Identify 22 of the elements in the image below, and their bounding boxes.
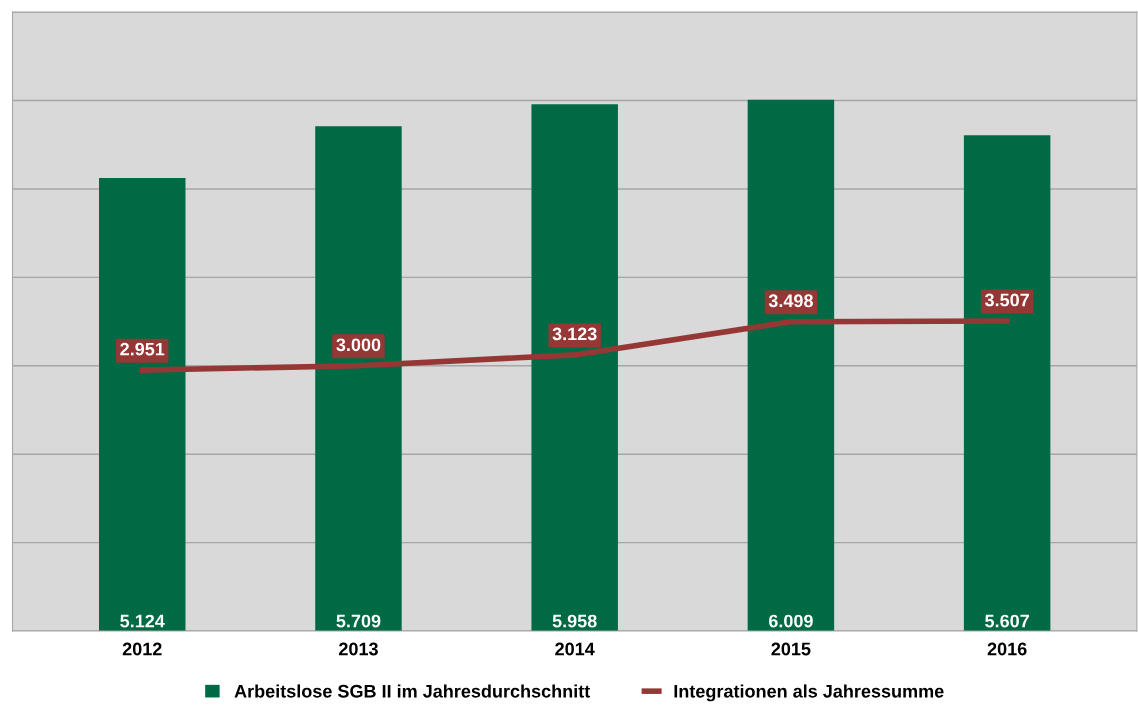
legend-label: Arbeitslose SGB II im Jahresdurchschnitt <box>234 684 591 698</box>
data-label: 3.123 <box>552 327 597 341</box>
legend-label: Integrationen als Jahressumme <box>674 684 944 702</box>
data-label: 3.000 <box>336 338 381 352</box>
bar <box>315 126 402 631</box>
bar <box>531 104 618 631</box>
x-tick-label: 2013 <box>339 642 378 656</box>
bar <box>99 177 186 631</box>
x-tick-label: 2014 <box>555 642 595 656</box>
data-label: 3.498 <box>768 294 813 308</box>
data-label: 5.709 <box>336 614 381 628</box>
x-tick-label: 2016 <box>987 642 1027 656</box>
data-label: 5.958 <box>552 614 597 628</box>
x-tick-label: 2012 <box>122 642 162 656</box>
data-label: 6.009 <box>768 614 813 628</box>
data-label: 2.951 <box>120 342 165 356</box>
data-label: 5.607 <box>985 614 1029 628</box>
data-label: 5.124 <box>120 614 165 628</box>
bar <box>747 99 835 631</box>
data-label: 3.507 <box>984 293 1029 307</box>
x-tick-label: 2015 <box>771 642 811 656</box>
bar <box>963 135 1051 631</box>
